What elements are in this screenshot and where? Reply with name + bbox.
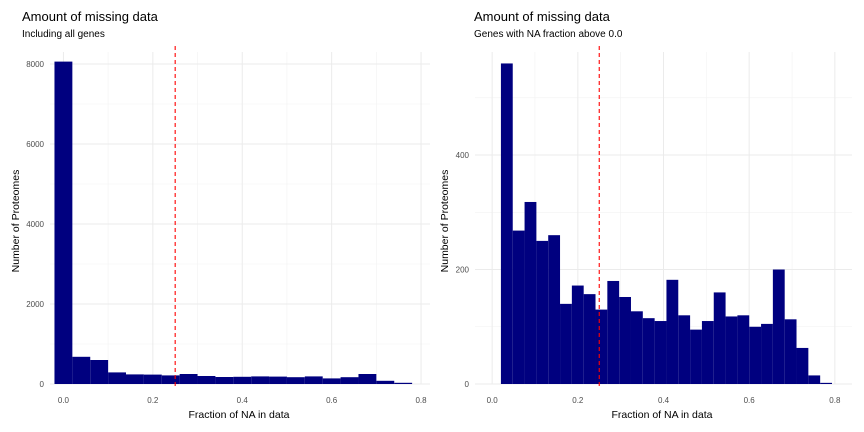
- left-x-axis-label: Fraction of NA in data: [189, 409, 290, 421]
- right-histogram-bar: [583, 294, 596, 384]
- left-histogram-bar: [143, 374, 162, 384]
- right-y-ticks: 0 200 400: [456, 151, 470, 389]
- right-x-ticks: 0.0 0.2 0.4 0.6 0.8: [487, 396, 841, 405]
- right-histogram-bar: [725, 316, 738, 384]
- left-histogram-bar: [72, 356, 91, 384]
- right-histogram-bar: [701, 321, 714, 384]
- right-histogram-bar: [808, 375, 821, 384]
- right-y-tick-label: 200: [456, 266, 470, 275]
- left-y-tick-label: 2000: [26, 300, 44, 309]
- right-histogram-bar: [536, 240, 549, 384]
- right-histogram-bar: [619, 296, 631, 384]
- left-histogram-bar: [340, 377, 359, 384]
- left-y-tick-label: 0: [40, 380, 45, 389]
- right-histogram-bar: [548, 235, 561, 384]
- right-histogram-bar: [749, 326, 762, 384]
- left-histogram-bar: [286, 377, 305, 384]
- right-x-tick-label: 0.6: [744, 396, 756, 405]
- right-x-axis-label: Fraction of NA in data: [612, 409, 713, 421]
- right-histogram-bar: [560, 303, 572, 384]
- left-histogram-bar: [215, 377, 234, 384]
- right-histogram-bar: [571, 285, 584, 384]
- left-x-ticks: 0.0 0.2 0.4 0.6 0.8: [58, 396, 427, 405]
- left-histogram-bar: [269, 376, 287, 384]
- right-x-tick-label: 0.4: [658, 396, 670, 405]
- right-chart-subtitle: Genes with NA fraction above 0.0: [474, 29, 623, 40]
- right-x-tick-label: 0.2: [572, 396, 584, 405]
- left-histogram-bar: [322, 378, 341, 384]
- right-histogram-bar: [678, 315, 691, 384]
- left-chart-title: Amount of missing data: [22, 9, 159, 24]
- left-y-tick-label: 4000: [26, 220, 44, 229]
- right-y-tick-label: 0: [465, 380, 470, 389]
- left-histogram-bar: [376, 380, 395, 384]
- left-bars: [54, 61, 413, 384]
- left-histogram-bar: [90, 360, 109, 384]
- right-histogram-bar: [630, 311, 643, 384]
- left-x-tick-label: 0.8: [415, 396, 427, 405]
- right-bars: [500, 63, 832, 385]
- left-histogram-bar: [54, 61, 73, 384]
- right-histogram-bar: [690, 329, 702, 384]
- right-histogram-bar: [737, 315, 750, 384]
- left-y-axis-label: Number of Proteomes: [10, 170, 22, 273]
- right-histogram-bar: [607, 280, 620, 384]
- right-histogram-bar: [595, 309, 608, 384]
- left-y-ticks: 0 2000 4000 6000 8000: [26, 60, 44, 389]
- right-y-axis-label: Number of Proteomes: [439, 170, 451, 273]
- left-histogram-bar: [233, 376, 252, 384]
- right-histogram-bar: [713, 292, 726, 384]
- right-histogram-bar: [512, 230, 525, 384]
- left-x-tick-label: 0.2: [147, 396, 159, 405]
- left-histogram-bar: [161, 375, 180, 384]
- left-histogram-panel: Amount of missing data Including all gen…: [10, 9, 430, 421]
- left-histogram-bar: [179, 374, 198, 384]
- left-grid: [50, 52, 430, 385]
- right-x-tick-label: 0.0: [487, 396, 499, 405]
- left-histogram-bar: [358, 374, 377, 384]
- right-histogram-bar: [666, 279, 679, 384]
- right-histogram-bar: [772, 269, 785, 384]
- right-histogram-bar: [820, 382, 832, 384]
- right-y-tick-label: 400: [456, 151, 470, 160]
- left-histogram-bar: [197, 376, 216, 384]
- left-histogram-bar: [304, 376, 323, 384]
- right-histogram-panel: Amount of missing data Genes with NA fra…: [439, 9, 852, 421]
- left-histogram-bar: [126, 374, 144, 384]
- right-chart-title: Amount of missing data: [474, 9, 611, 24]
- left-chart-subtitle: Including all genes: [22, 29, 105, 40]
- left-histogram-bar: [108, 372, 126, 384]
- right-histogram-bar: [642, 318, 655, 384]
- right-histogram-bar: [784, 319, 797, 384]
- left-x-tick-label: 0.6: [326, 396, 338, 405]
- right-histogram-bar: [654, 321, 667, 384]
- left-histogram-bar: [251, 376, 270, 384]
- left-x-tick-label: 0.4: [237, 396, 249, 405]
- left-x-tick-label: 0.0: [58, 396, 70, 405]
- right-histogram-bar: [500, 63, 513, 385]
- right-histogram-bar: [796, 347, 809, 384]
- right-x-tick-label: 0.8: [829, 396, 841, 405]
- right-histogram-bar: [761, 323, 773, 384]
- left-y-tick-label: 6000: [26, 140, 44, 149]
- left-y-tick-label: 8000: [26, 60, 44, 69]
- left-histogram-bar: [394, 382, 413, 384]
- right-histogram-bar: [524, 201, 537, 384]
